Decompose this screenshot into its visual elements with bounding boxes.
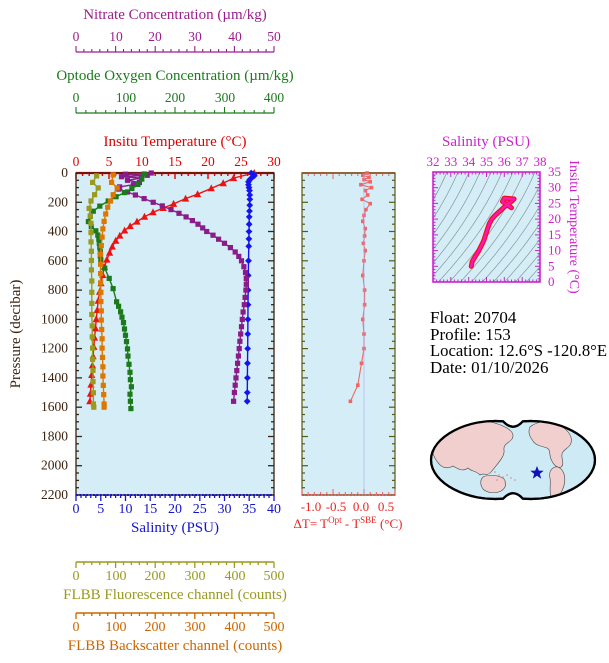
svg-text:0: 0 — [73, 569, 80, 584]
svg-text:0: 0 — [73, 29, 80, 44]
svg-text:FLBB Backscatter channel (coun: FLBB Backscatter channel (counts) — [68, 638, 283, 654]
svg-text:35: 35 — [242, 502, 256, 517]
svg-text:25: 25 — [193, 502, 207, 517]
svg-text:100: 100 — [106, 620, 127, 635]
svg-text:800: 800 — [48, 282, 69, 297]
svg-text:20: 20 — [548, 211, 561, 226]
svg-text:100: 100 — [106, 569, 127, 584]
svg-text:Salinity (PSU): Salinity (PSU) — [131, 520, 219, 536]
svg-text:-0.5: -0.5 — [326, 499, 347, 514]
svg-text:400: 400 — [225, 620, 246, 635]
svg-text:35: 35 — [480, 154, 493, 169]
svg-text:1200: 1200 — [41, 341, 68, 356]
svg-text:500: 500 — [264, 569, 285, 584]
svg-text:0: 0 — [73, 90, 80, 105]
svg-text:0.0: 0.0 — [353, 499, 369, 514]
svg-text:Nitrate Concentration (µm/kg): Nitrate Concentration (µm/kg) — [83, 7, 267, 23]
svg-text:35: 35 — [548, 164, 561, 179]
svg-text:10: 10 — [119, 502, 133, 517]
svg-text:200: 200 — [48, 194, 69, 209]
svg-text:32: 32 — [427, 154, 440, 169]
svg-text:1000: 1000 — [41, 311, 68, 326]
svg-text:5: 5 — [106, 154, 113, 169]
svg-text:400: 400 — [264, 90, 285, 105]
svg-text:0: 0 — [73, 154, 80, 169]
svg-text:2000: 2000 — [41, 458, 68, 473]
svg-text:5: 5 — [97, 502, 104, 517]
svg-text:Pressure (decibar): Pressure (decibar) — [8, 280, 24, 389]
svg-text:300: 300 — [215, 90, 236, 105]
svg-text:34: 34 — [462, 154, 476, 169]
svg-text:500: 500 — [264, 620, 285, 635]
svg-text:200: 200 — [145, 620, 166, 635]
svg-text:1400: 1400 — [41, 370, 68, 385]
svg-text:5: 5 — [548, 258, 555, 273]
svg-text:200: 200 — [165, 90, 186, 105]
svg-text:30: 30 — [188, 29, 202, 44]
svg-text:Insitu Temperature (°C): Insitu Temperature (°C) — [566, 160, 581, 294]
svg-text:200: 200 — [145, 569, 166, 584]
svg-text:15: 15 — [143, 502, 157, 517]
svg-text:1600: 1600 — [41, 399, 68, 414]
svg-text:20: 20 — [148, 29, 162, 44]
svg-text:20: 20 — [201, 154, 215, 169]
svg-text:0: 0 — [61, 165, 68, 180]
svg-text:25: 25 — [234, 154, 248, 169]
svg-text:10: 10 — [135, 154, 149, 169]
svg-text:15: 15 — [548, 227, 561, 242]
svg-text:30: 30 — [218, 502, 232, 517]
svg-text:40: 40 — [228, 29, 242, 44]
svg-text:38: 38 — [534, 154, 547, 169]
svg-text:1800: 1800 — [41, 429, 68, 444]
svg-text:400: 400 — [48, 224, 69, 239]
svg-text:30: 30 — [267, 154, 281, 169]
svg-text:Salinity (PSU): Salinity (PSU) — [442, 134, 530, 150]
svg-text:2200: 2200 — [41, 487, 68, 502]
svg-text:10: 10 — [548, 243, 561, 258]
svg-text:37: 37 — [516, 154, 530, 169]
svg-text:100: 100 — [116, 90, 137, 105]
svg-text:20: 20 — [168, 502, 182, 517]
svg-text:10: 10 — [109, 29, 123, 44]
svg-text:300: 300 — [185, 620, 206, 635]
svg-text:36: 36 — [498, 154, 512, 169]
svg-text:0: 0 — [73, 620, 80, 635]
svg-text:Date: 01/10/2026: Date: 01/10/2026 — [430, 358, 549, 377]
svg-text:0: 0 — [73, 502, 80, 517]
svg-text:30: 30 — [548, 180, 561, 195]
svg-text:Optode Oxygen Concentration (µ: Optode Oxygen Concentration (µm/kg) — [56, 68, 293, 84]
svg-text:25: 25 — [548, 195, 561, 210]
svg-text:400: 400 — [225, 569, 246, 584]
svg-text:Insitu Temperature (°C): Insitu Temperature (°C) — [104, 134, 247, 150]
svg-text:300: 300 — [185, 569, 206, 584]
svg-text:0: 0 — [548, 274, 555, 289]
svg-text:15: 15 — [168, 154, 182, 169]
svg-text:40: 40 — [267, 502, 281, 517]
svg-text:FLBB Fluorescence channel (cou: FLBB Fluorescence channel (counts) — [63, 587, 287, 603]
svg-text:600: 600 — [48, 253, 69, 268]
svg-text:0.5: 0.5 — [378, 499, 394, 514]
svg-text:33: 33 — [444, 154, 457, 169]
svg-text:50: 50 — [267, 29, 281, 44]
svg-text:ΔT= TOpt - TSBE (°C): ΔT= TOpt - TSBE (°C) — [294, 515, 403, 531]
svg-text:-1.0: -1.0 — [301, 499, 322, 514]
